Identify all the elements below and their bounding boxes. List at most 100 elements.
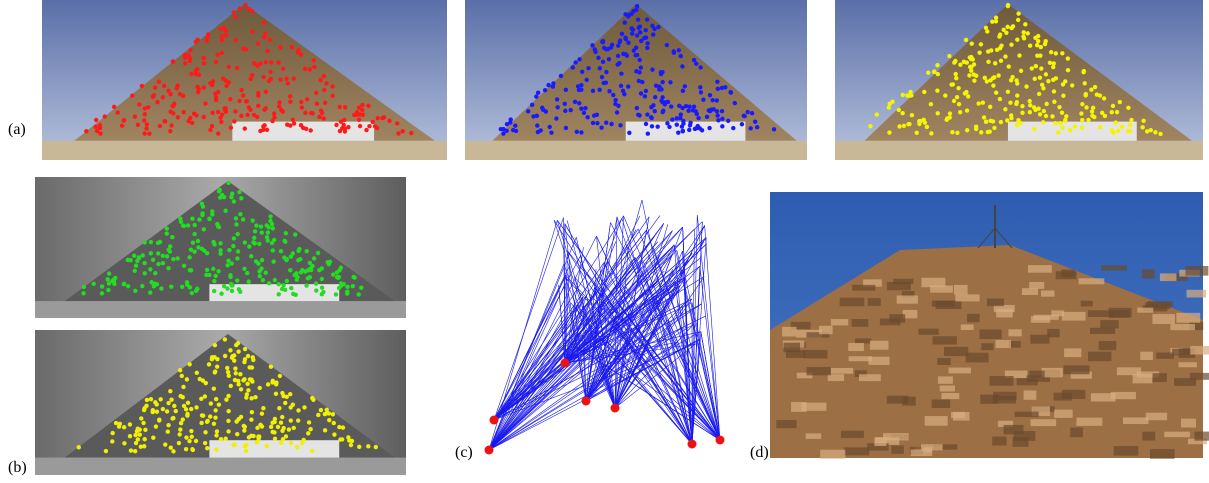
stone-block <box>1164 432 1190 437</box>
stone-block <box>1140 352 1153 360</box>
feature-point <box>276 425 280 429</box>
stone-block <box>844 447 869 455</box>
feature-point <box>300 268 304 272</box>
feature-point <box>270 430 274 434</box>
feature-point <box>357 292 361 296</box>
feature-point <box>258 274 262 278</box>
feature-point <box>331 272 335 276</box>
feature-point <box>230 283 234 287</box>
feature-point <box>1145 129 1149 133</box>
feature-point <box>359 285 363 289</box>
feature-point <box>219 120 223 124</box>
feature-point <box>245 113 249 117</box>
feature-point <box>184 435 188 439</box>
feature-point <box>576 84 580 88</box>
feature-point <box>540 106 544 110</box>
feature-point <box>651 32 655 36</box>
feature-point <box>279 249 283 253</box>
feature-point <box>269 365 273 369</box>
feature-point <box>1034 64 1038 68</box>
feature-point <box>228 348 232 352</box>
feature-point <box>341 123 345 127</box>
feature-point <box>1054 76 1058 80</box>
feature-point <box>649 105 653 109</box>
feature-point <box>281 394 285 398</box>
stone-block <box>1062 390 1085 399</box>
feature-point <box>623 20 627 24</box>
feature-point <box>176 115 180 119</box>
feature-point <box>635 106 639 110</box>
feature-point <box>183 61 187 65</box>
feature-point <box>171 59 175 63</box>
stone-block <box>1024 390 1037 399</box>
feature-point <box>580 70 584 74</box>
feature-point <box>579 106 583 110</box>
feature-point <box>95 129 99 133</box>
feature-point <box>122 118 126 122</box>
feature-point <box>226 181 230 185</box>
feature-point <box>271 248 275 252</box>
feature-point <box>996 73 1000 77</box>
feature-point <box>1007 64 1011 68</box>
feature-point <box>984 26 988 30</box>
feature-point <box>1009 26 1013 30</box>
feature-point <box>251 434 255 438</box>
feature-point <box>129 448 133 452</box>
feature-point <box>168 110 172 114</box>
feature-point <box>238 212 242 216</box>
stone-block <box>961 324 974 330</box>
feature-point <box>133 433 137 437</box>
feature-point <box>165 226 169 230</box>
feature-point <box>189 72 193 76</box>
feature-point <box>195 67 199 71</box>
feature-point <box>203 430 207 434</box>
feature-point <box>239 415 243 419</box>
stone-block <box>859 374 881 381</box>
node <box>688 440 697 449</box>
feature-point <box>639 91 643 95</box>
stone-block <box>1174 378 1196 386</box>
feature-point <box>299 123 303 127</box>
stone-block <box>1031 316 1050 323</box>
feature-point <box>289 418 293 422</box>
feature-point <box>224 78 228 82</box>
feature-point <box>235 66 239 70</box>
feature-point <box>288 94 292 98</box>
feature-point <box>601 60 605 64</box>
feature-point <box>152 284 156 288</box>
feature-point <box>277 292 281 296</box>
feature-point <box>265 128 269 132</box>
feature-point <box>166 423 170 427</box>
feature-point <box>306 431 310 435</box>
feature-point <box>309 111 313 115</box>
feature-point <box>637 79 641 83</box>
feature-point <box>215 53 219 57</box>
stone-block <box>944 347 968 356</box>
feature-point <box>182 264 186 268</box>
feature-point <box>236 379 240 383</box>
feature-point <box>241 378 245 382</box>
feature-point <box>1066 56 1070 60</box>
feature-point <box>686 109 690 113</box>
feature-point <box>409 131 413 135</box>
feature-point <box>264 90 268 94</box>
feature-point <box>1158 132 1162 136</box>
feature-point <box>91 282 95 286</box>
feature-point <box>285 279 289 283</box>
feature-point <box>1019 69 1023 73</box>
feature-point <box>224 84 228 88</box>
feature-point <box>644 89 648 93</box>
feature-point <box>249 77 253 81</box>
stone-block <box>874 437 886 446</box>
feature-point <box>311 398 315 402</box>
feature-point <box>1030 66 1034 70</box>
feature-point <box>1102 96 1106 100</box>
feature-point <box>269 60 273 64</box>
feature-point <box>1056 130 1060 134</box>
feature-point <box>203 441 207 445</box>
feature-point <box>268 37 272 41</box>
stone-block <box>1133 374 1153 383</box>
feature-point <box>707 126 711 130</box>
stone-block <box>1111 392 1136 399</box>
feature-point <box>253 395 257 399</box>
